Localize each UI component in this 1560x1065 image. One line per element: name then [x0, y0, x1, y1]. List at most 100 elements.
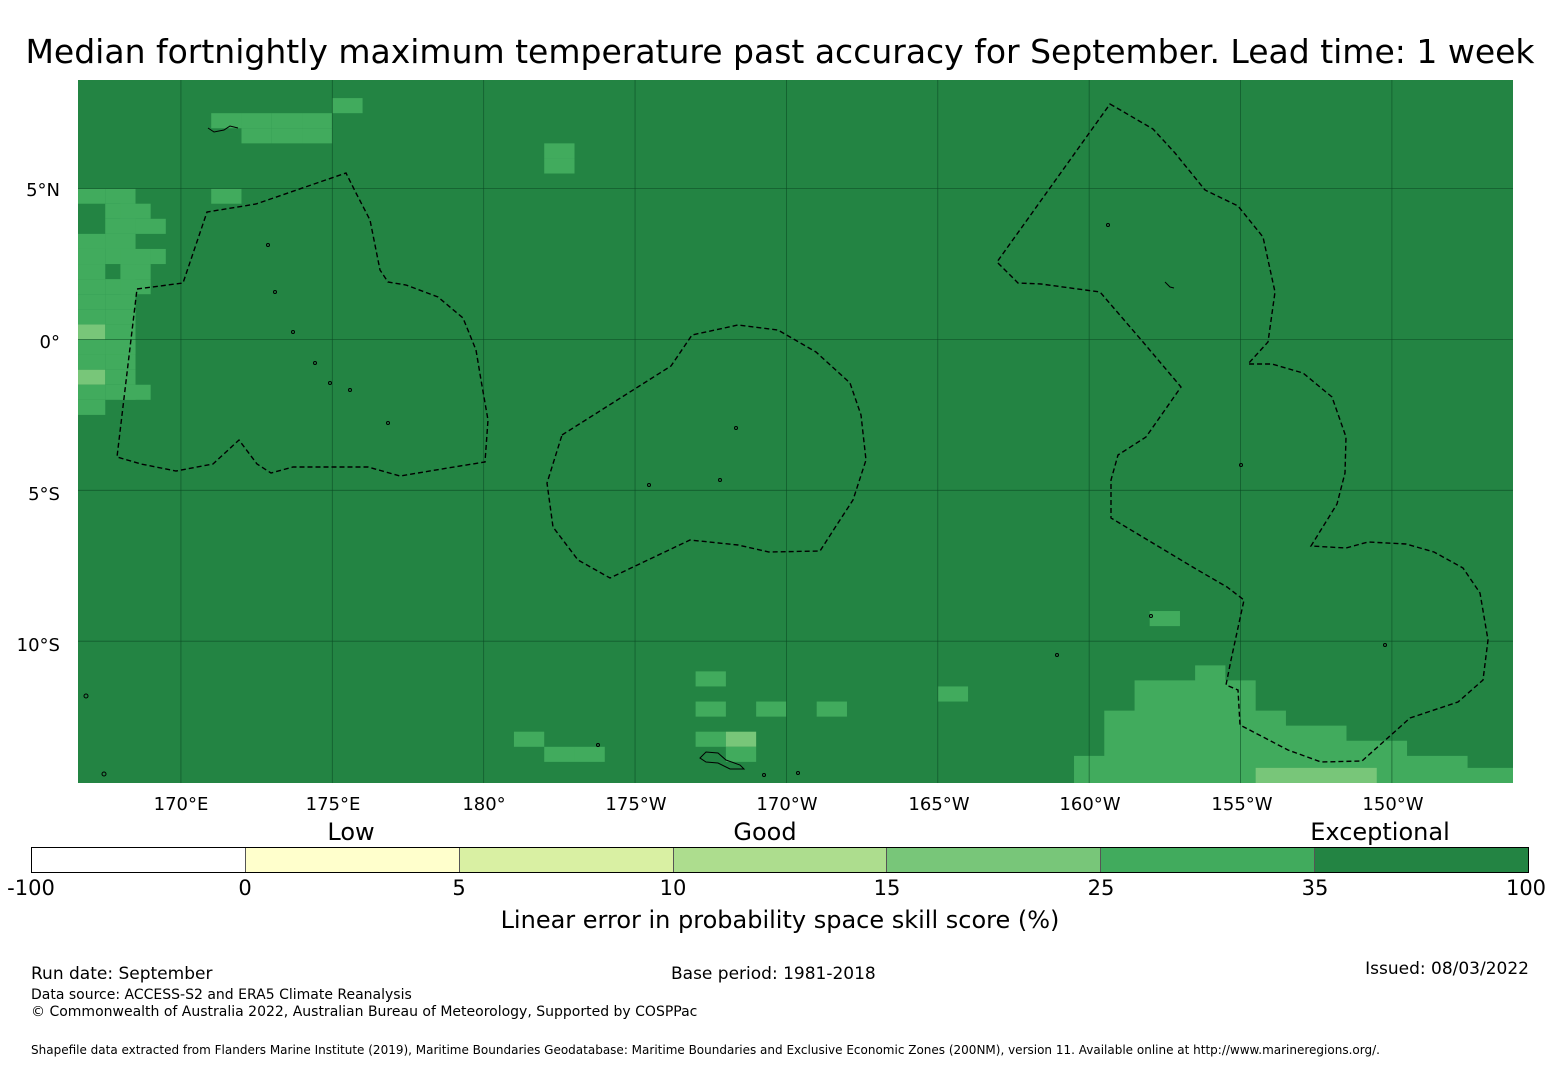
- skill-cell: [241, 113, 272, 129]
- lon-label-175e: 175°E: [305, 794, 361, 815]
- lat-label-5n: 5°N: [26, 180, 60, 201]
- island-dot: [266, 243, 270, 247]
- island-dot: [1106, 223, 1110, 227]
- colorbar-segment: [887, 848, 1102, 872]
- skill-cell: [78, 294, 106, 310]
- skill-cell: [105, 339, 136, 355]
- skill-cell: [78, 233, 106, 249]
- coastlines: [83, 125, 1387, 777]
- island-coastline: [207, 125, 239, 133]
- colorbar-tick: 15: [873, 876, 901, 900]
- island-dot: [647, 483, 651, 487]
- lon-label-170w: 170°W: [756, 794, 818, 815]
- island-dot: [1055, 653, 1059, 657]
- colorbar-title: Linear error in probability space skill …: [500, 906, 1060, 934]
- skill-cell: [513, 731, 545, 747]
- category-exceptional: Exceptional: [1310, 818, 1450, 846]
- skill-cell: [725, 746, 757, 762]
- map-panel[interactable]: [78, 80, 1513, 783]
- base-period: Base period: 1981-2018: [671, 964, 876, 984]
- skill-cell: [78, 399, 106, 415]
- skill-cell: [574, 746, 605, 762]
- skill-cell: [756, 701, 787, 717]
- eez-boundary-east: [996, 103, 1489, 763]
- skill-cell: [211, 188, 242, 204]
- island-dot: [328, 381, 332, 385]
- skill-cell: [78, 369, 106, 385]
- island-dot: [734, 426, 738, 430]
- island-dot: [1239, 463, 1243, 467]
- skill-cell: [695, 671, 726, 687]
- island-dot: [386, 421, 390, 425]
- skill-cell: [544, 143, 575, 159]
- skill-cell: [78, 279, 106, 295]
- lon-label-155w: 155°W: [1211, 794, 1273, 815]
- lat-label-0: 0°: [39, 332, 60, 353]
- graticule: [78, 80, 1513, 783]
- island-dot: [313, 361, 317, 365]
- eez-boundaries: [116, 103, 1489, 763]
- skill-cell: [135, 218, 166, 234]
- skill-cell: [302, 128, 333, 144]
- skill-cell: [105, 354, 136, 370]
- lon-label-175w: 175°W: [605, 794, 667, 815]
- category-good: Good: [733, 818, 797, 846]
- island-dot: [718, 478, 722, 482]
- colorbar-tick: 100: [1505, 876, 1547, 900]
- skill-cell: [78, 248, 106, 265]
- lon-label-150w: 150°W: [1362, 794, 1424, 815]
- island-dot: [596, 743, 600, 747]
- skill-cell: [105, 324, 136, 340]
- data-source: Data source: ACCESS-S2 and ERA5 Climate …: [31, 987, 412, 1003]
- island-coastline: [1164, 281, 1175, 289]
- colorbar-tick: 35: [1301, 876, 1329, 900]
- skill-cells: [78, 98, 1180, 762]
- skill-cell: [78, 354, 106, 370]
- skill-cell: [78, 309, 106, 325]
- colorbar-tick: 25: [1087, 876, 1115, 900]
- skill-cell: [211, 113, 242, 129]
- skill-cell: [241, 128, 272, 144]
- lon-label-170e: 170°E: [153, 794, 209, 815]
- colorbar-tick: -100: [7, 876, 55, 900]
- skill-cell: [120, 279, 151, 295]
- skill-cell: [78, 384, 106, 400]
- map-background: [78, 80, 1513, 783]
- colorbar-tick: 0: [238, 876, 252, 900]
- skill-cell: [120, 264, 151, 280]
- skill-cell: [78, 324, 106, 340]
- skill-cell: [120, 248, 151, 265]
- skill-cell: [544, 746, 575, 762]
- skill-cell: [1149, 611, 1180, 627]
- issued-date: Issued: 08/03/2022: [1365, 959, 1529, 979]
- skill-cell: [105, 233, 136, 249]
- run-date: Run date: September: [31, 964, 213, 984]
- colorbar-segment: [245, 848, 460, 872]
- island-coastline: [699, 751, 746, 770]
- skill-cell: [725, 731, 757, 747]
- skill-cell: [105, 309, 136, 325]
- lon-label-180: 180°: [462, 794, 506, 815]
- colorbar-segment: [32, 848, 246, 872]
- lighter-region: [1074, 665, 1513, 783]
- skill-cell: [78, 264, 106, 280]
- skill-cell: [78, 339, 106, 355]
- skill-cell: [105, 188, 136, 204]
- category-low: Low: [327, 818, 375, 846]
- colorbar-segment: [1315, 848, 1529, 872]
- island-dot: [83, 693, 89, 699]
- skill-cell: [105, 369, 136, 385]
- colorbar-segment: [459, 848, 674, 872]
- colorbar-tick: 5: [452, 876, 466, 900]
- shapefile-credit: Shapefile data extracted from Flanders M…: [31, 1043, 1380, 1057]
- colorbar-segment: [673, 848, 888, 872]
- island-dot: [291, 330, 295, 334]
- skill-cell: [78, 188, 106, 204]
- skill-cell: [816, 701, 847, 717]
- skill-cell: [302, 113, 333, 129]
- island-dot: [762, 773, 766, 777]
- island-dot: [101, 771, 107, 777]
- lon-label-165w: 165°W: [908, 794, 970, 815]
- skill-cell: [271, 113, 303, 129]
- island-dot: [796, 771, 800, 775]
